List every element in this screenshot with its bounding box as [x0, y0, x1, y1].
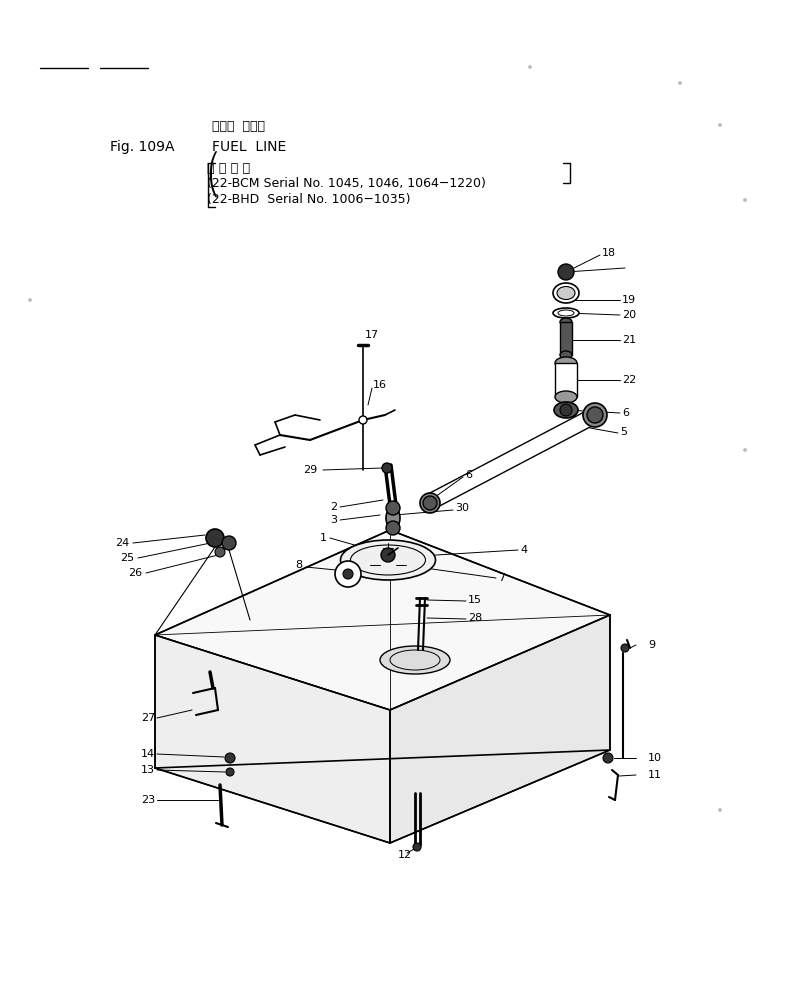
- Circle shape: [718, 124, 721, 127]
- Text: ⎛: ⎛: [207, 152, 218, 178]
- Ellipse shape: [554, 402, 578, 418]
- Text: 21: 21: [622, 335, 636, 345]
- Text: 24: 24: [115, 538, 129, 548]
- Circle shape: [413, 843, 421, 851]
- Text: 6: 6: [465, 470, 472, 480]
- Ellipse shape: [386, 507, 400, 529]
- Text: 1: 1: [320, 533, 327, 543]
- Text: 6: 6: [622, 408, 629, 418]
- Text: 20: 20: [622, 310, 636, 320]
- Circle shape: [335, 561, 361, 587]
- Text: 適 用 号 機: 適 用 号 機: [207, 162, 250, 174]
- Circle shape: [558, 264, 574, 280]
- Text: 17: 17: [365, 330, 379, 340]
- Ellipse shape: [555, 357, 577, 369]
- Polygon shape: [155, 635, 390, 843]
- Text: 30: 30: [455, 503, 469, 513]
- Text: 29: 29: [303, 465, 317, 475]
- Bar: [560, 322, 572, 355]
- Circle shape: [215, 547, 225, 557]
- Text: 2: 2: [330, 502, 337, 512]
- Circle shape: [679, 81, 682, 84]
- Text: 3: 3: [330, 515, 337, 525]
- Circle shape: [744, 198, 747, 201]
- Text: 13: 13: [141, 765, 155, 775]
- Circle shape: [621, 644, 629, 652]
- Ellipse shape: [557, 286, 575, 299]
- Text: 10: 10: [648, 753, 662, 763]
- Ellipse shape: [583, 403, 607, 427]
- Circle shape: [359, 416, 367, 424]
- Text: 9: 9: [648, 640, 655, 650]
- Text: 14: 14: [141, 749, 155, 759]
- Ellipse shape: [560, 318, 572, 326]
- Circle shape: [744, 449, 747, 452]
- Text: (22-BCM Serial No. 1045, 1046, 1064−1220): (22-BCM Serial No. 1045, 1046, 1064−1220…: [207, 176, 486, 189]
- Circle shape: [225, 753, 235, 763]
- Circle shape: [587, 407, 603, 423]
- Text: 15: 15: [468, 595, 482, 605]
- Text: 22: 22: [622, 375, 636, 385]
- Text: 18: 18: [602, 248, 616, 258]
- Circle shape: [381, 548, 395, 562]
- Text: 11: 11: [648, 770, 662, 780]
- Ellipse shape: [553, 308, 579, 318]
- Text: 7: 7: [498, 573, 505, 583]
- Circle shape: [206, 529, 224, 547]
- Circle shape: [386, 521, 400, 535]
- Text: 19: 19: [622, 295, 636, 305]
- Text: 27: 27: [141, 713, 155, 723]
- Text: 4: 4: [520, 545, 527, 555]
- Text: 26: 26: [128, 568, 142, 578]
- Ellipse shape: [555, 391, 577, 403]
- Text: FUEL  LINE: FUEL LINE: [212, 140, 286, 154]
- Bar: [555, 363, 577, 397]
- Text: 23: 23: [141, 795, 155, 805]
- Ellipse shape: [380, 646, 450, 674]
- Text: 28: 28: [468, 613, 483, 623]
- Circle shape: [423, 496, 437, 510]
- Ellipse shape: [340, 540, 436, 580]
- Text: Fig. 109A: Fig. 109A: [110, 140, 175, 154]
- Circle shape: [226, 768, 234, 776]
- Ellipse shape: [560, 351, 572, 359]
- Circle shape: [382, 463, 392, 473]
- Text: ⎝: ⎝: [207, 172, 218, 198]
- Polygon shape: [390, 615, 610, 843]
- Polygon shape: [155, 530, 610, 710]
- Text: 25: 25: [120, 553, 134, 563]
- Text: (22-BHD  Serial No. 1006−1035): (22-BHD Serial No. 1006−1035): [207, 193, 411, 206]
- Circle shape: [603, 753, 613, 763]
- Text: フェル  ライン: フェル ライン: [212, 121, 265, 134]
- Ellipse shape: [420, 493, 440, 513]
- Circle shape: [386, 501, 400, 515]
- Circle shape: [343, 569, 353, 579]
- Text: 12: 12: [398, 850, 412, 860]
- Circle shape: [28, 298, 32, 301]
- Text: 8: 8: [295, 560, 302, 570]
- Circle shape: [718, 809, 721, 812]
- Circle shape: [528, 65, 532, 68]
- Circle shape: [560, 404, 572, 416]
- Ellipse shape: [553, 283, 579, 303]
- Circle shape: [222, 536, 236, 550]
- Text: 5: 5: [620, 427, 627, 437]
- Text: 16: 16: [373, 380, 387, 390]
